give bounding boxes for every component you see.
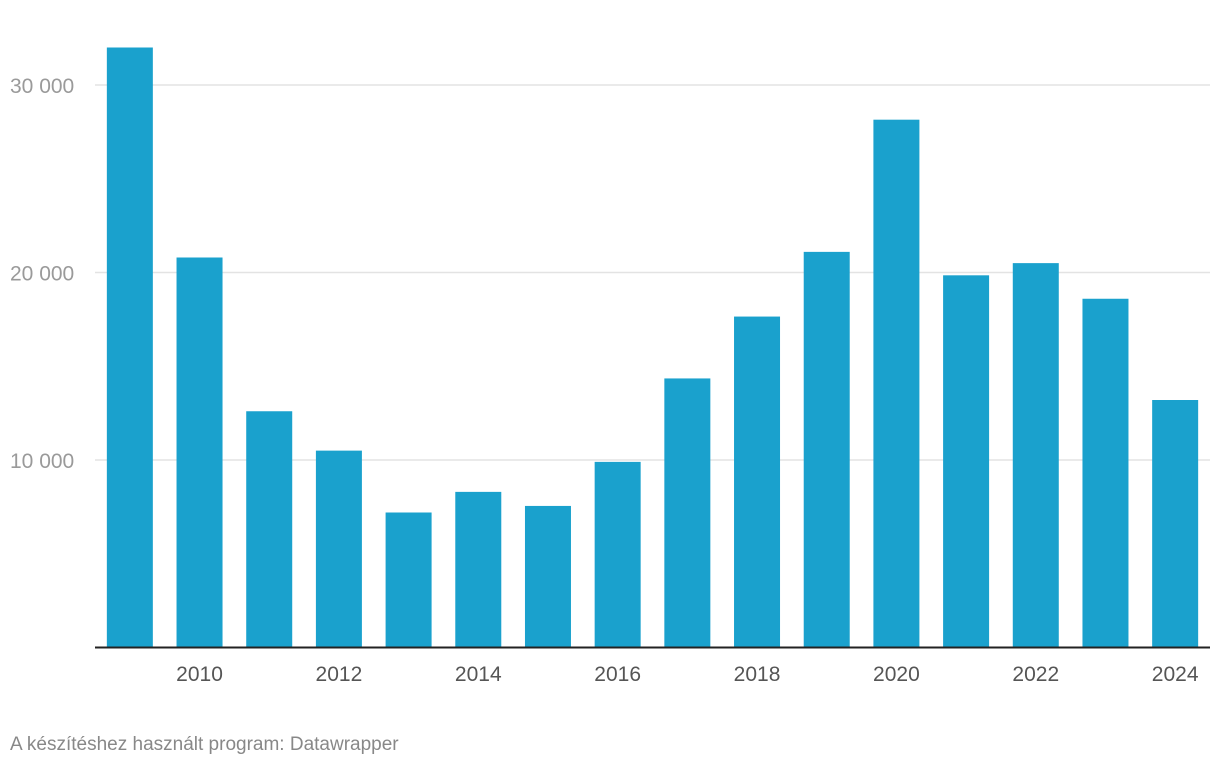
bar-2019: [803, 251, 850, 648]
x-tick-label: 2016: [594, 663, 641, 686]
bar-2023: [1082, 298, 1129, 648]
y-tick-label: 20 000: [10, 263, 74, 286]
bar-2011: [246, 411, 293, 648]
x-tick-label: 2014: [455, 663, 502, 686]
y-tick-label: 30 000: [10, 75, 74, 98]
x-tick-label: 2010: [176, 663, 223, 686]
bar-2015: [524, 505, 571, 648]
x-tick-label: 2012: [316, 663, 363, 686]
bar-2020: [873, 119, 920, 648]
x-tick-label: 2020: [873, 663, 920, 686]
x-tick-label: 2024: [1152, 663, 1199, 686]
bar-2014: [455, 491, 502, 648]
bar-2013: [385, 512, 432, 648]
bar-2010: [176, 257, 223, 648]
chart-credit: A készítéshez használt program: Datawrap…: [10, 734, 399, 755]
bar-2009: [106, 47, 153, 648]
x-tick-label: 2022: [1012, 663, 1059, 686]
bar-2022: [1012, 263, 1059, 648]
bar-2024: [1152, 400, 1199, 648]
x-axis-ticks: 2010 2012 2014 2016 2018 2020 2022 2024: [176, 663, 1199, 686]
bar-2012: [315, 450, 362, 648]
bars: [106, 47, 1199, 648]
y-tick-label: 10 000: [10, 450, 74, 473]
bar-2018: [734, 316, 781, 648]
bar-2016: [594, 461, 641, 648]
bar-2017: [664, 378, 711, 648]
x-tick-label: 2018: [734, 663, 781, 686]
y-axis-ticks: 10 000 20 000 30 000: [10, 75, 74, 473]
bar-2021: [943, 275, 990, 648]
